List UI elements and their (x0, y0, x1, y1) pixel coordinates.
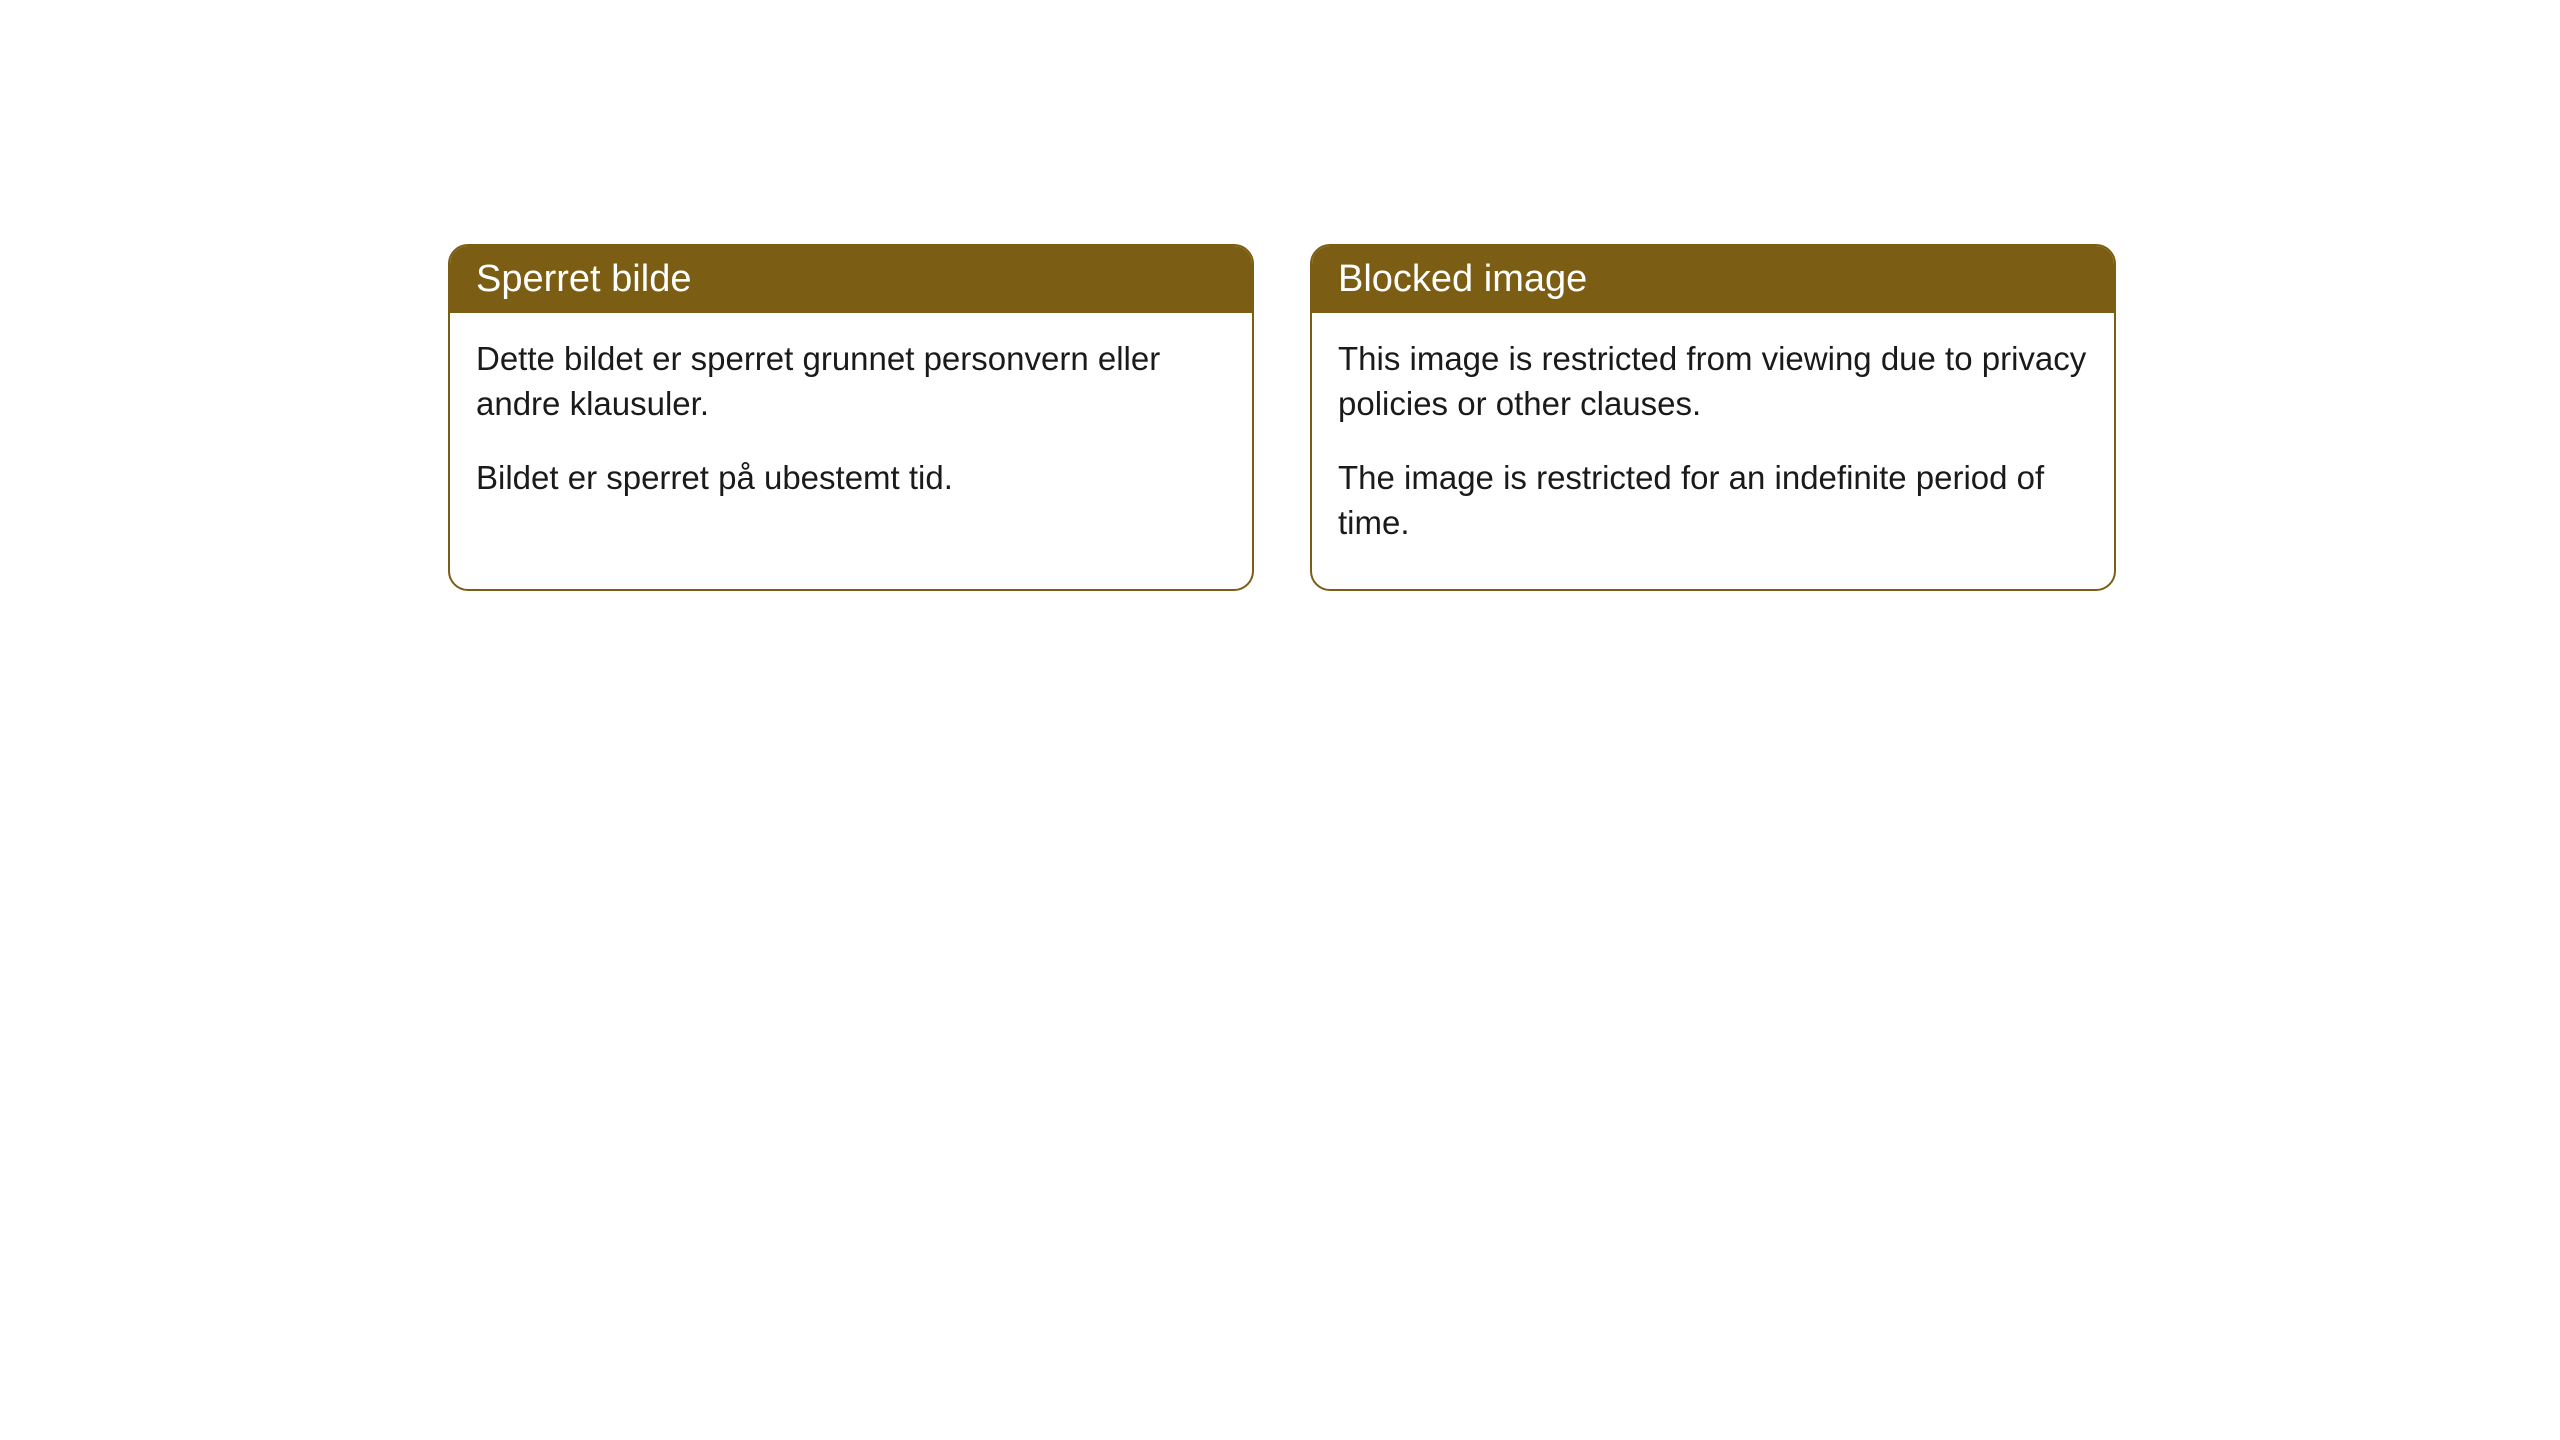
card-paragraph: Bildet er sperret på ubestemt tid. (476, 456, 1226, 501)
card-header-english: Blocked image (1312, 246, 2114, 313)
notice-container: Sperret bilde Dette bildet er sperret gr… (448, 244, 2116, 591)
card-title: Blocked image (1338, 258, 1587, 300)
card-paragraph: Dette bildet er sperret grunnet personve… (476, 337, 1226, 426)
card-english: Blocked image This image is restricted f… (1310, 244, 2116, 591)
card-header-norwegian: Sperret bilde (450, 246, 1252, 313)
card-body-english: This image is restricted from viewing du… (1312, 313, 2114, 589)
card-body-norwegian: Dette bildet er sperret grunnet personve… (450, 313, 1252, 545)
card-paragraph: The image is restricted for an indefinit… (1338, 456, 2088, 545)
card-paragraph: This image is restricted from viewing du… (1338, 337, 2088, 426)
card-title: Sperret bilde (476, 258, 691, 300)
card-norwegian: Sperret bilde Dette bildet er sperret gr… (448, 244, 1254, 591)
